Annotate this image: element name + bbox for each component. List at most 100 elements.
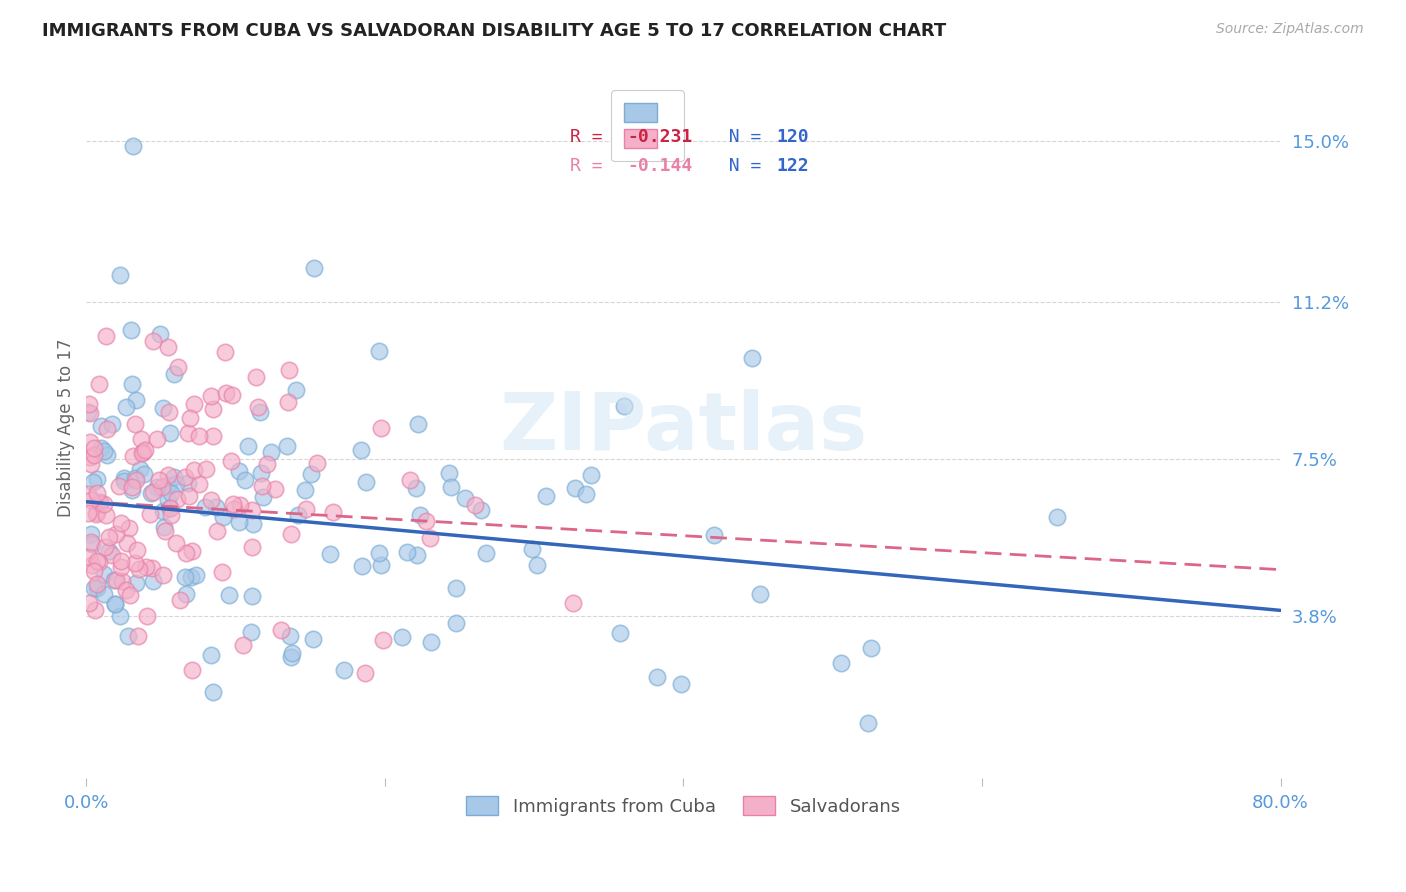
Text: ZIPatlas: ZIPatlas [499,389,868,467]
Point [77,549,100,564]
Point [110,574,132,588]
Point [80,527,103,541]
Point [131,445,153,459]
Point [228,465,250,479]
Text: 120: 120 [776,128,810,146]
Point [174,587,197,601]
Point [93,587,115,601]
Point [89,555,111,569]
Point [76,405,98,419]
Point [470,503,492,517]
Point [77,397,100,411]
Point [105,573,128,587]
Point [232,638,254,652]
Point [221,453,243,467]
Point [454,491,477,505]
Point [370,558,392,573]
Point [240,589,263,603]
Point [475,546,498,560]
Point [187,428,209,442]
Point [215,385,238,400]
Point [169,592,191,607]
Point [94,540,117,554]
Point [117,629,139,643]
Point [80,537,103,551]
Point [195,462,218,476]
Point [121,483,143,497]
Point [256,458,278,472]
Point [188,476,211,491]
Point [305,456,328,470]
Point [127,543,149,558]
Point [159,500,181,515]
Point [89,496,111,510]
Point [239,624,262,639]
Point [90,418,112,433]
Point [100,548,122,562]
Point [124,471,146,485]
Point [159,486,181,500]
Point [86,486,108,500]
Point [281,646,304,660]
Point [96,448,118,462]
Point [218,588,240,602]
Point [200,389,222,403]
Point [86,581,108,595]
Point [221,388,243,402]
Point [350,442,373,457]
Point [159,426,181,441]
Point [77,596,100,610]
Point [112,470,135,484]
Point [294,502,316,516]
Point [405,548,427,562]
Point [249,404,271,418]
Point [163,470,186,484]
Point [202,428,225,442]
Point [228,516,250,530]
Legend: Immigrants from Cuba, Salvadorans: Immigrants from Cuba, Salvadorans [457,787,910,824]
Point [270,623,292,637]
Point [179,410,201,425]
Point [278,629,301,643]
Point [613,399,636,413]
Text: N =: N = [707,128,772,146]
Point [318,547,340,561]
Point [464,498,486,512]
Point [80,535,103,549]
Point [302,632,325,646]
Point [354,475,377,490]
Point [859,640,882,655]
Point [139,507,162,521]
Point [134,467,156,481]
Point [294,483,316,497]
Point [80,493,103,508]
Point [96,508,118,522]
Point [124,417,146,431]
Point [122,450,145,464]
Point [579,467,602,482]
Point [446,581,468,595]
Point [89,495,111,509]
Point [367,344,389,359]
Point [645,670,668,684]
Point [152,401,174,415]
Point [240,502,263,516]
Point [174,546,197,560]
Point [180,663,202,677]
Point [276,439,298,453]
Point [242,516,264,531]
Point [277,395,299,409]
Point [177,475,200,490]
Point [134,443,156,458]
Point [83,564,105,578]
Point [260,445,283,459]
Text: Source: ZipAtlas.com: Source: ZipAtlas.com [1216,22,1364,37]
Point [110,560,132,574]
Point [79,434,101,449]
Point [101,417,124,431]
Point [575,487,598,501]
Point [125,392,148,407]
Point [79,407,101,421]
Point [96,422,118,436]
Point [395,545,418,559]
